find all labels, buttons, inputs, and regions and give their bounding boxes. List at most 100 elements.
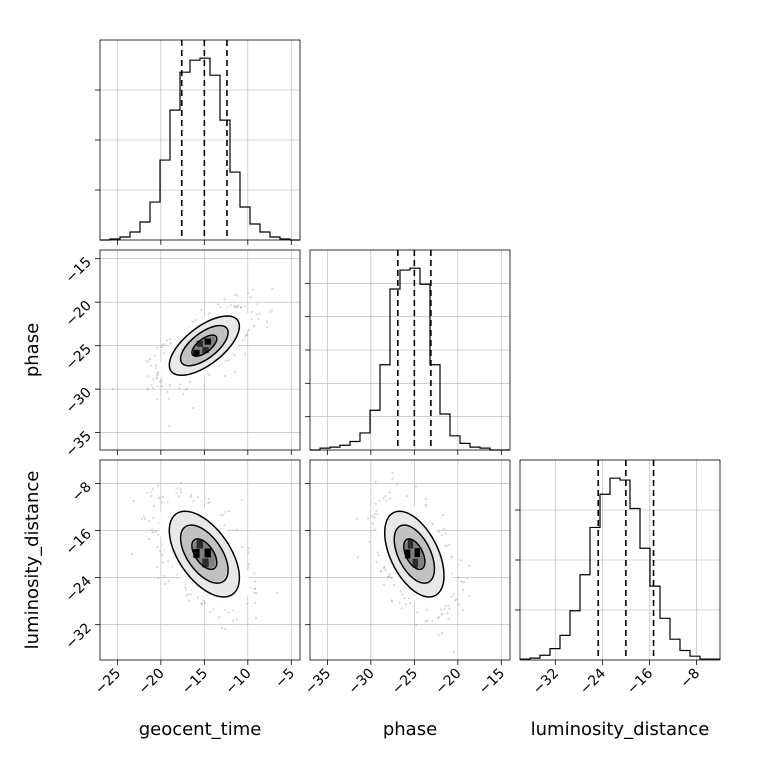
sample-point xyxy=(424,497,427,501)
sample-point xyxy=(448,543,451,546)
sample-point xyxy=(163,574,166,578)
histogram-step xyxy=(100,57,300,241)
panel-content xyxy=(355,471,471,653)
sample-point xyxy=(167,397,171,400)
sample-point xyxy=(404,603,408,606)
histogram-panel-frame xyxy=(99,39,301,241)
x-tick-label: −20 xyxy=(432,666,464,698)
sample-point xyxy=(245,334,248,337)
sample-point xyxy=(457,603,460,606)
sample-point xyxy=(217,303,220,306)
sample-point xyxy=(454,599,457,602)
sample-point xyxy=(373,516,376,519)
sample-point xyxy=(157,533,160,536)
histogram-panel-frame xyxy=(519,459,721,661)
sample-point xyxy=(203,384,206,387)
sample-point xyxy=(448,607,451,610)
sample-point xyxy=(158,496,161,499)
sample-point xyxy=(461,609,464,612)
sample-point xyxy=(240,545,244,549)
sample-point xyxy=(151,531,155,534)
sample-point xyxy=(209,610,212,613)
sample-point xyxy=(243,305,247,308)
sample-point xyxy=(156,372,159,375)
sample-point xyxy=(208,373,211,376)
sample-point xyxy=(468,564,471,568)
sample-point xyxy=(269,311,272,314)
sample-point xyxy=(179,488,182,491)
sample-point xyxy=(380,570,383,573)
sample-point xyxy=(208,500,211,504)
sample-point xyxy=(177,494,180,498)
contour-line xyxy=(393,524,436,584)
sample-point xyxy=(227,611,230,614)
sample-point xyxy=(151,487,154,490)
y-tick-label: −15 xyxy=(63,254,95,286)
density-core-bin xyxy=(204,338,211,345)
sample-point xyxy=(223,374,227,378)
sample-point xyxy=(168,424,171,427)
sample-point xyxy=(189,593,192,596)
sample-point xyxy=(220,513,223,517)
sample-point xyxy=(240,498,243,502)
sample-point xyxy=(186,387,189,390)
sample-point xyxy=(371,522,374,525)
sample-point xyxy=(146,375,149,378)
sample-point xyxy=(244,352,247,355)
sample-point xyxy=(446,545,449,548)
sample-point xyxy=(437,616,440,619)
density-core-bin xyxy=(404,549,411,559)
sample-point xyxy=(200,602,204,605)
sample-point xyxy=(368,540,371,543)
sample-point xyxy=(150,494,153,497)
sample-point xyxy=(152,378,155,381)
contour-line xyxy=(179,524,229,584)
sample-point xyxy=(443,607,446,610)
sample-point xyxy=(150,528,153,531)
sample-point xyxy=(154,364,158,367)
sample-point xyxy=(247,563,250,566)
scatter-panel-frame xyxy=(309,459,511,661)
sample-point xyxy=(455,598,458,601)
sample-point xyxy=(440,613,443,616)
histogram-step xyxy=(310,267,510,451)
sample-point xyxy=(468,594,471,597)
sample-point xyxy=(246,602,249,605)
sample-point xyxy=(229,304,232,307)
sample-point xyxy=(398,601,401,604)
sample-point xyxy=(169,338,172,341)
sample-point xyxy=(219,306,222,309)
sample-point xyxy=(156,545,159,549)
x-tick-label: −5 xyxy=(272,666,298,692)
x-tick-label: −10 xyxy=(222,666,254,698)
sample-point xyxy=(149,364,152,368)
density-core-bin xyxy=(407,539,414,549)
density-core-bin xyxy=(202,558,209,568)
x-tick-label: −35 xyxy=(302,666,334,698)
sample-point xyxy=(156,373,159,376)
sample-point xyxy=(154,354,157,357)
sample-point xyxy=(463,581,466,584)
sample-point xyxy=(176,573,179,576)
sample-point xyxy=(386,575,390,579)
y-tick-label: −32 xyxy=(63,620,95,652)
x-tick-label: −15 xyxy=(179,666,211,698)
sample-point xyxy=(253,587,256,591)
sample-point xyxy=(247,329,250,332)
sample-point xyxy=(374,480,377,483)
sample-point xyxy=(160,379,163,382)
x-axis-label-luminosity-distance: luminosity_distance xyxy=(531,719,710,740)
sample-point xyxy=(192,499,195,503)
sample-point xyxy=(188,380,191,384)
sample-point xyxy=(399,590,402,593)
sample-point xyxy=(265,320,269,323)
sample-point xyxy=(142,515,146,518)
sample-point xyxy=(459,559,463,562)
scatter-panel-frame xyxy=(99,459,301,661)
sample-point xyxy=(384,495,387,498)
sample-point xyxy=(387,575,391,578)
sample-point xyxy=(382,583,385,586)
sample-point xyxy=(235,618,238,621)
sample-point xyxy=(255,591,258,595)
